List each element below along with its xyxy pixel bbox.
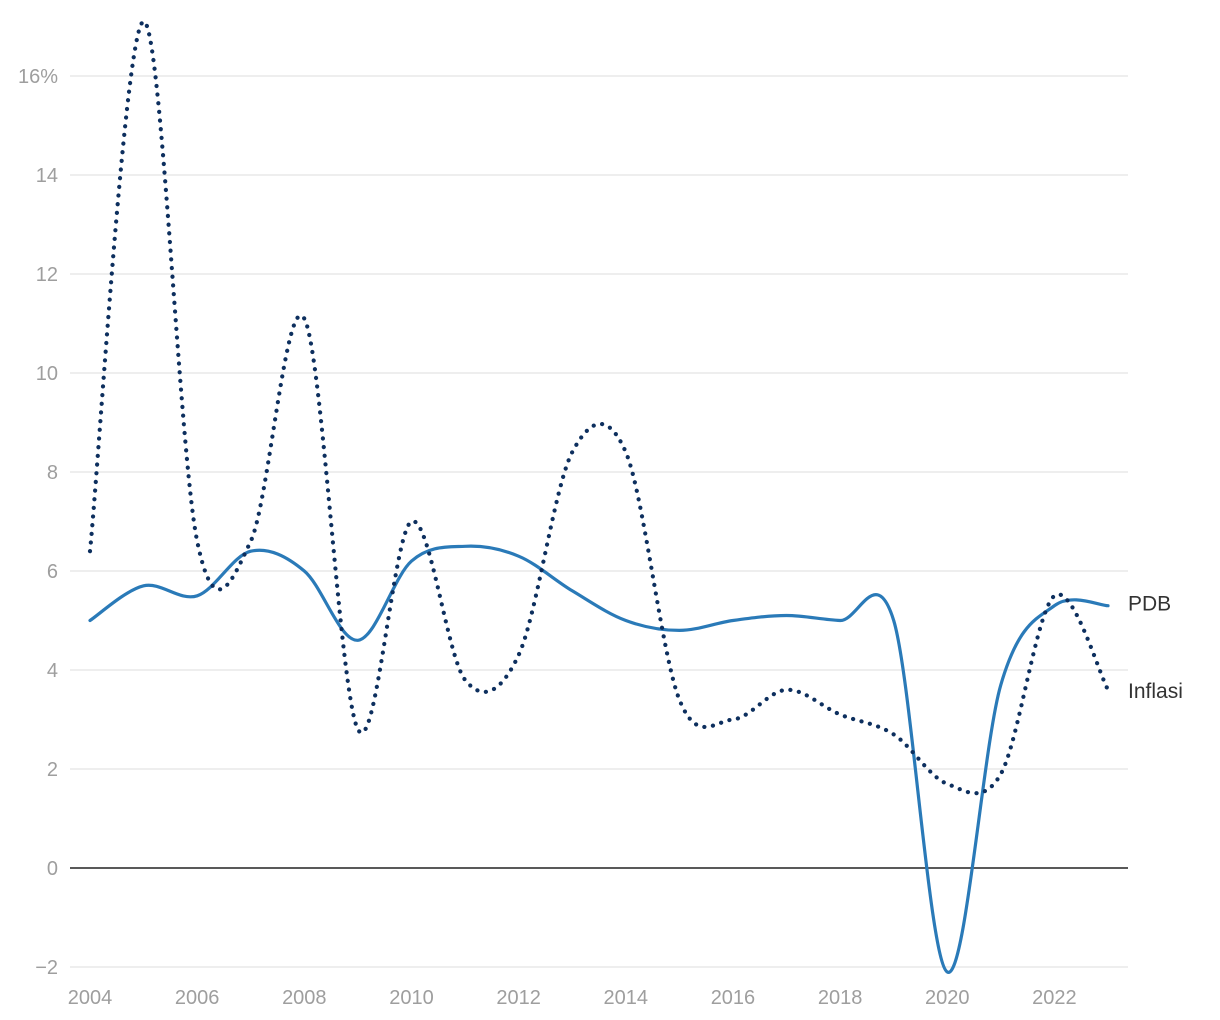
x-tick-label: 2010 — [389, 987, 434, 1009]
y-tick-label: −2 — [35, 957, 58, 979]
x-tick-label: 2004 — [68, 987, 113, 1009]
y-tick-label: 12 — [36, 264, 58, 286]
y-tick-label: 10 — [36, 363, 58, 385]
x-tick-label: 2020 — [925, 987, 970, 1009]
x-tick-label: 2018 — [818, 987, 863, 1009]
series-labels: PDB Inflasi — [1128, 593, 1183, 703]
x-tick-label: 2006 — [175, 987, 220, 1009]
y-tick-label: 4 — [47, 660, 58, 682]
x-axis-tick-labels: 2004 2006 2008 2010 2012 2014 2016 2018 2020 2022 — [68, 987, 1077, 1009]
y-tick-label: 2 — [47, 759, 58, 781]
x-tick-label: 2014 — [604, 987, 649, 1009]
series-label-pdb: PDB — [1128, 593, 1171, 616]
grid-lines — [70, 75, 1128, 968]
y-tick-label: 8 — [47, 462, 58, 484]
y-axis-tick-labels: −2 0 2 4 6 8 10 12 14 16% — [18, 66, 58, 979]
series-line-pdb — [88, 544, 1110, 974]
x-tick-label: 2012 — [496, 987, 541, 1009]
y-tick-label: 6 — [47, 561, 58, 583]
x-tick-label: 2022 — [1032, 987, 1077, 1009]
y-tick-label: 0 — [47, 858, 58, 880]
y-tick-label: 14 — [36, 165, 58, 187]
x-tick-label: 2016 — [711, 987, 756, 1009]
x-tick-label: 2008 — [282, 987, 327, 1009]
series-line-inflasi — [87, 19, 1111, 796]
series-lines — [87, 19, 1111, 974]
series-label-inflasi: Inflasi — [1128, 680, 1183, 703]
y-tick-label: 16% — [18, 66, 58, 88]
